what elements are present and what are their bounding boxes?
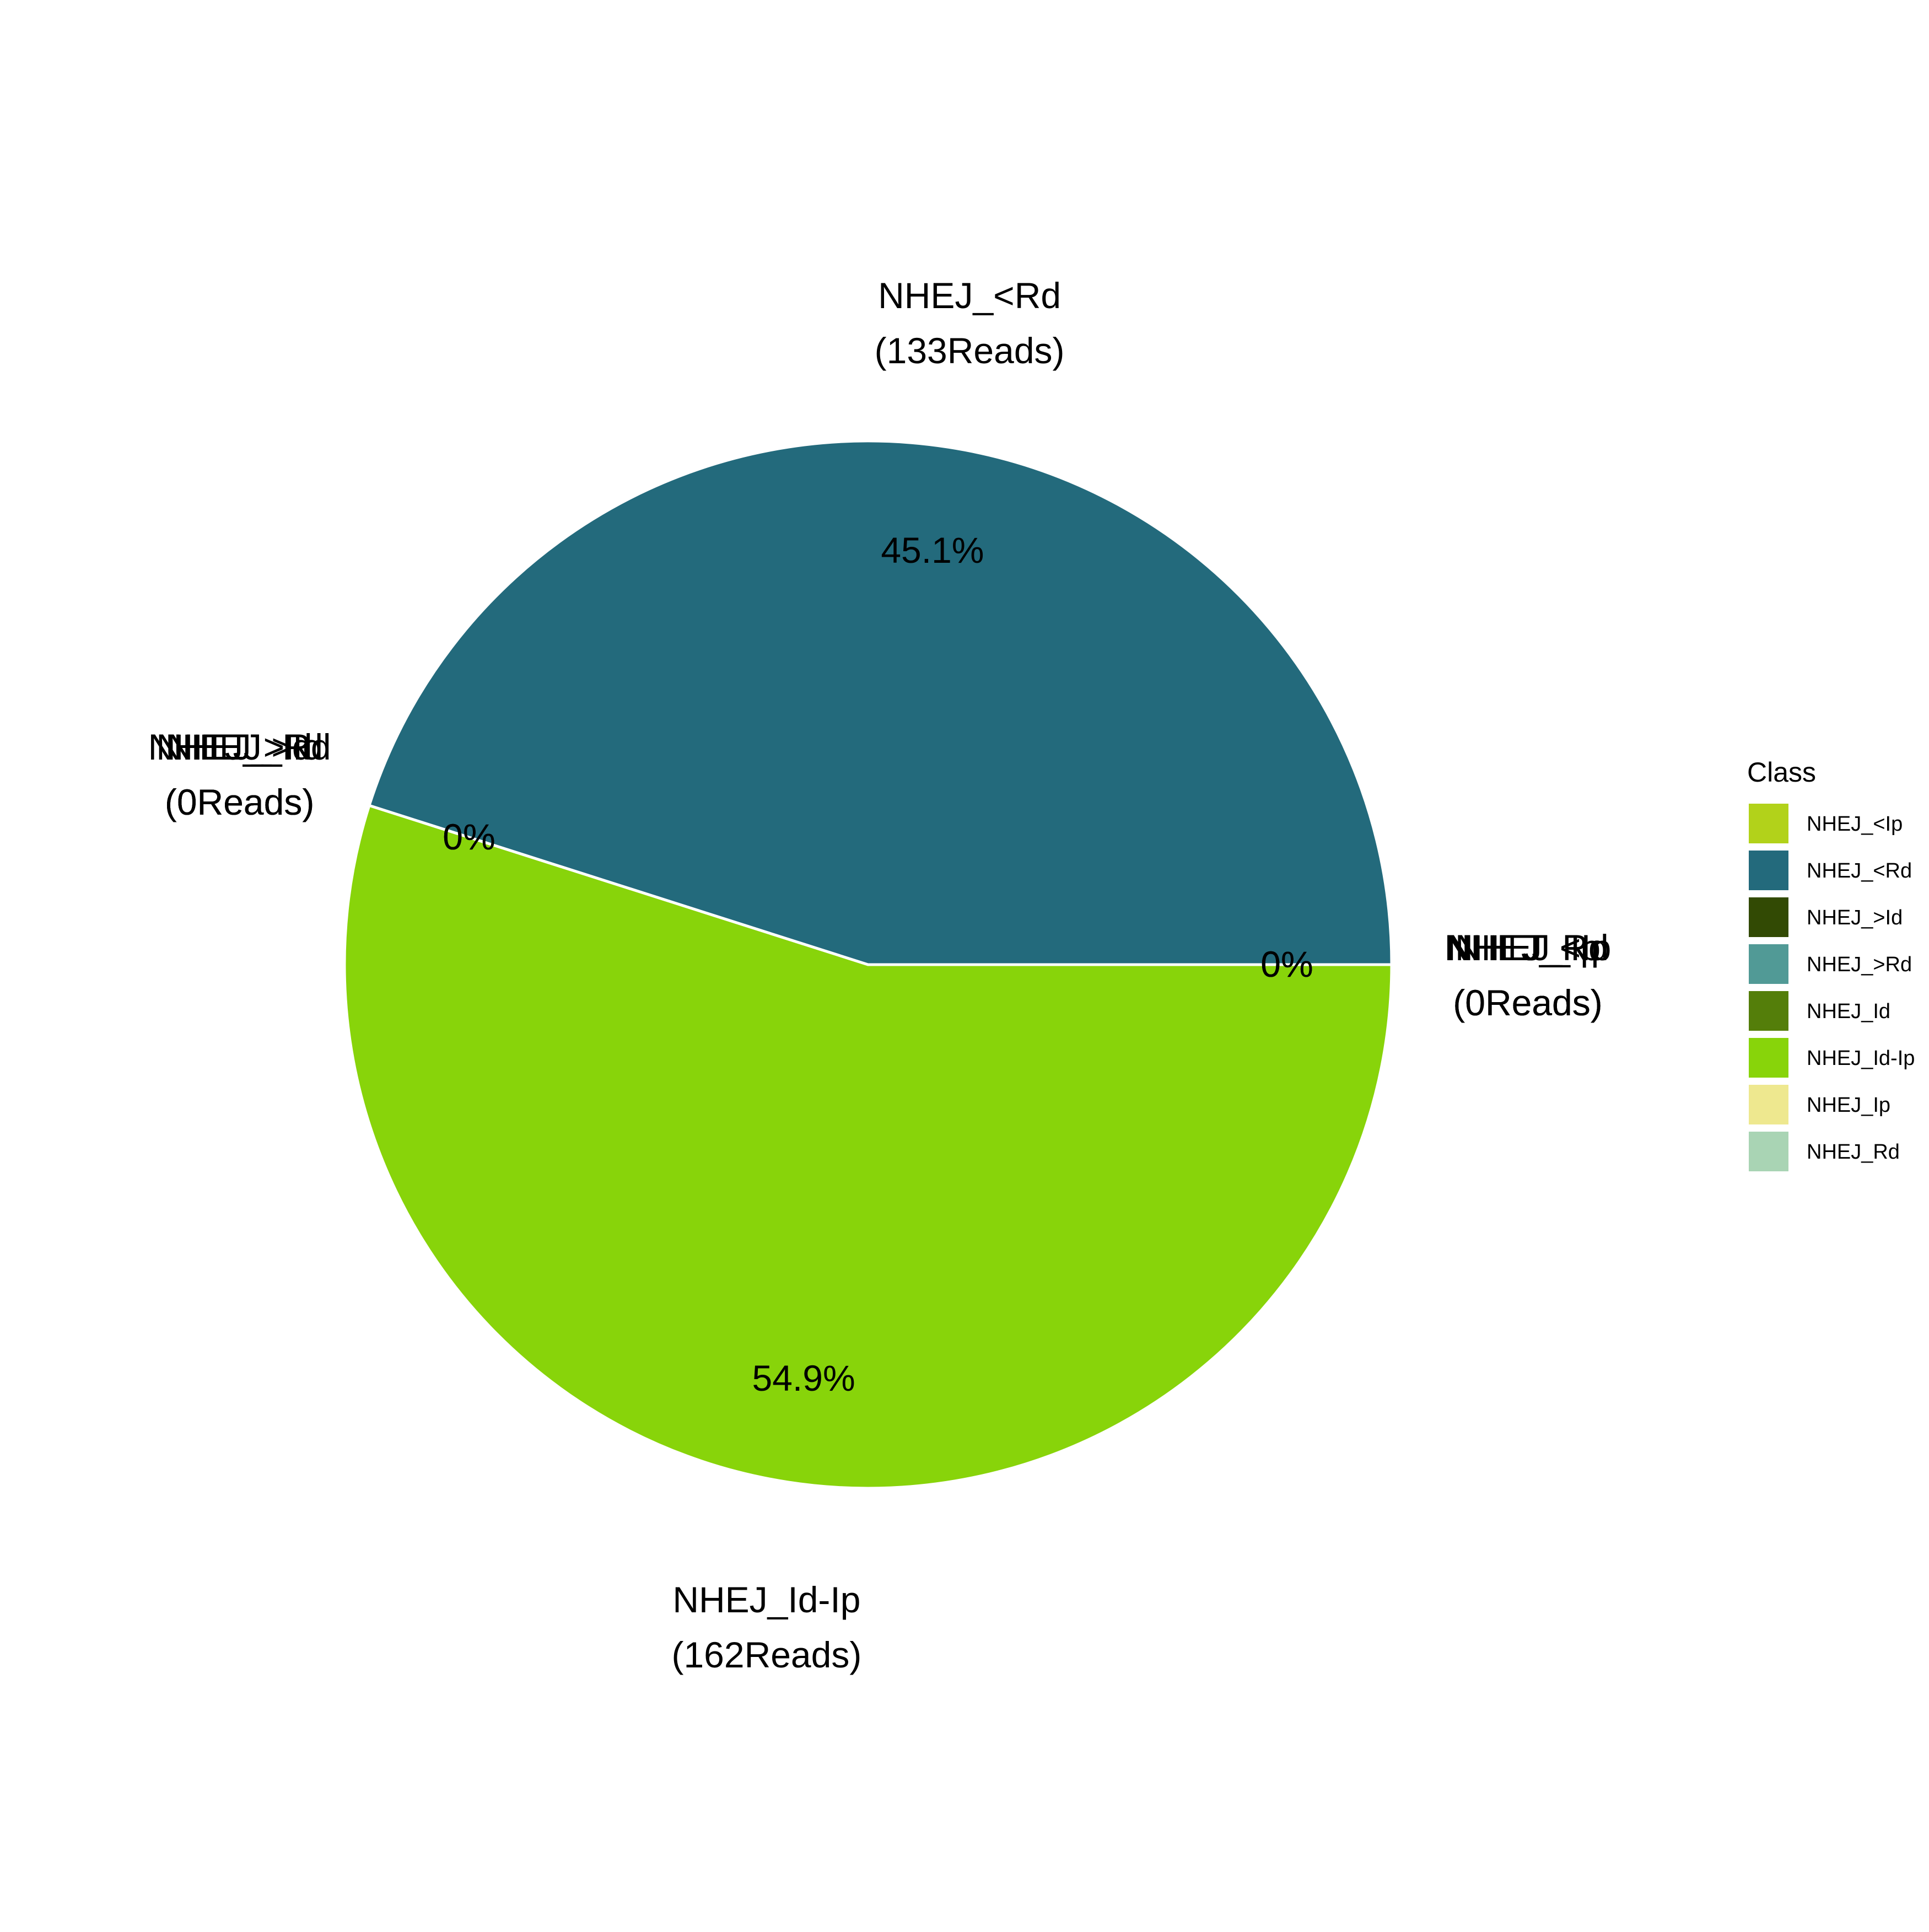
slice-name-label: NHEJ_<Rd xyxy=(878,275,1061,316)
slice-name-label: NHEJ_<Ip xyxy=(1445,927,1612,968)
legend-items: NHEJ_<Ip NHEJ_<Rd NHEJ_>Id NHEJ_>Rd NHEJ_Id N… xyxy=(1749,804,1915,1171)
slice-reads-label: (162Reads) xyxy=(671,1634,861,1675)
legend-swatch xyxy=(1749,851,1788,890)
slice-name-label: NHEJ_Rd xyxy=(1447,927,1608,968)
percent-label: 0% xyxy=(443,816,495,857)
percent-label: 0% xyxy=(1260,944,1313,984)
pie-slice xyxy=(367,439,1393,966)
legend-swatch xyxy=(1749,991,1788,1031)
slice-reads-label: (133Reads) xyxy=(875,330,1065,371)
percent-label: 0% xyxy=(1260,944,1313,984)
slice-name-label: NHEJ_Id xyxy=(167,726,312,767)
percent-label: 45.1% xyxy=(881,530,984,571)
legend-label: NHEJ_<Ip xyxy=(1807,812,1903,836)
legend-swatch xyxy=(1749,897,1788,937)
legend-swatch xyxy=(1749,944,1788,984)
slice-reads-label: (0Reads) xyxy=(1453,982,1602,1023)
slice-reads-label: (0Reads) xyxy=(165,782,314,822)
legend-label: NHEJ_Id-Ip xyxy=(1807,1047,1915,1070)
slice-name-label: NHEJ_>Rd xyxy=(148,726,331,767)
percent-label: 54.9% xyxy=(752,1358,855,1398)
slice-name-label: NHEJ_Ip xyxy=(1455,927,1601,968)
legend-swatch xyxy=(1749,1132,1788,1171)
legend-label: NHEJ_<Rd xyxy=(1807,859,1912,882)
labels-layer: 0% NHEJ_Rd (0Reads) 0% NHEJ_Ip (0Reads) 54.9% N… xyxy=(148,275,1612,1675)
legend: Class NHEJ_<IpNHEJ_<RdNHEJ_>IdNHEJ_>RdNH… xyxy=(1747,757,1915,1171)
percent-label: 0% xyxy=(443,816,495,857)
slice-reads-label: (0Reads) xyxy=(165,782,314,822)
legend-label: NHEJ_>Rd xyxy=(1807,953,1912,976)
slices-layer xyxy=(343,439,1393,1490)
legend-swatch xyxy=(1749,1085,1788,1124)
legend-label: NHEJ_Id xyxy=(1807,1000,1890,1023)
percent-label: 0% xyxy=(443,816,495,857)
slice-reads-label: (0Reads) xyxy=(1453,982,1602,1023)
slice-reads-label: (0Reads) xyxy=(165,782,314,822)
legend-swatch xyxy=(1749,1038,1788,1078)
percent-label: 0% xyxy=(1260,944,1313,984)
legend-swatch xyxy=(1749,804,1788,843)
pie-slice xyxy=(343,804,1393,1490)
legend-title: Class xyxy=(1747,757,1816,788)
slice-reads-label: (0Reads) xyxy=(1453,982,1602,1023)
legend-label: NHEJ_Ip xyxy=(1807,1094,1890,1117)
legend-label: NHEJ_Rd xyxy=(1807,1140,1900,1164)
legend-label: NHEJ_>Id xyxy=(1807,906,1903,929)
slice-name-label: NHEJ_>Id xyxy=(156,726,323,767)
slice-name-label: NHEJ_Id-Ip xyxy=(672,1579,860,1620)
